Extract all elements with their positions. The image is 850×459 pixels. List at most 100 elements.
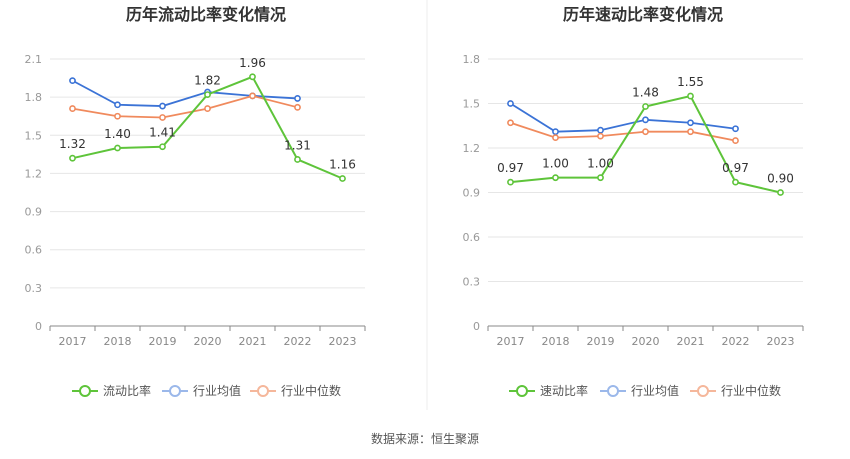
left-data-point bbox=[114, 101, 121, 109]
data-source-note: 数据来源：恒生聚源 bbox=[370, 432, 479, 446]
right-data-point bbox=[597, 132, 604, 140]
left-data-label: 1.32 bbox=[59, 137, 86, 151]
right-y-tick-label: 1.8 bbox=[463, 53, 481, 66]
right-chart-title: 历年速动比率变化情况 bbox=[563, 5, 723, 24]
right-y-tick-label: 0 bbox=[473, 320, 480, 333]
right-y-tick-label: 1.2 bbox=[463, 142, 481, 155]
left-data-label: 1.40 bbox=[104, 127, 131, 141]
right-data-point bbox=[687, 92, 694, 100]
left-y-tick-label: 1.8 bbox=[25, 91, 43, 104]
right-data-point bbox=[777, 189, 784, 196]
right-data-point bbox=[642, 116, 649, 124]
left-data-point bbox=[294, 103, 301, 111]
right-legend-label: 速动比率 bbox=[540, 383, 588, 398]
right-x-tick-label: 2022 bbox=[722, 335, 750, 348]
left-data-point bbox=[159, 102, 166, 110]
right-legend-marker bbox=[607, 385, 619, 397]
left-data-point bbox=[204, 91, 211, 98]
right-data-label: 1.55 bbox=[677, 75, 704, 89]
left-data-point bbox=[339, 175, 346, 182]
right-series-line-0 bbox=[510, 94, 781, 194]
left-x-tick-label: 2019 bbox=[149, 335, 177, 348]
left-legend-marker bbox=[169, 385, 181, 397]
right-data-point bbox=[732, 178, 739, 186]
left-y-tick-label: 2.1 bbox=[25, 53, 43, 66]
left-y-tick-label: 0.3 bbox=[25, 282, 43, 295]
left-data-label: 1.16 bbox=[329, 158, 356, 172]
right-data-point bbox=[732, 137, 739, 144]
right-data-point bbox=[687, 119, 694, 127]
right-x-tick-label: 2018 bbox=[542, 335, 570, 348]
right-data-point bbox=[507, 100, 514, 107]
left-x-tick-label: 2018 bbox=[104, 335, 132, 348]
right-data-point bbox=[552, 128, 559, 136]
left-x-tick-label: 2020 bbox=[194, 335, 222, 348]
left-y-tick-label: 1.5 bbox=[25, 129, 43, 142]
left-data-point bbox=[114, 144, 121, 152]
left-data-point bbox=[159, 114, 166, 121]
left-data-point bbox=[69, 154, 76, 162]
left-data-point bbox=[294, 156, 301, 163]
right-legend-label: 行业中位数 bbox=[721, 383, 781, 398]
right-data-point bbox=[642, 103, 649, 110]
right-data-point bbox=[507, 119, 514, 127]
left-y-tick-label: 0.6 bbox=[25, 244, 43, 257]
left-data-label: 1.31 bbox=[284, 138, 311, 152]
left-data-point bbox=[204, 105, 211, 112]
right-x-tick-label: 2023 bbox=[767, 335, 795, 348]
right-x-tick-label: 2020 bbox=[632, 335, 660, 348]
left-y-tick-label: 1.2 bbox=[25, 167, 43, 180]
right-data-label: 1.00 bbox=[542, 157, 569, 171]
left-data-point bbox=[249, 92, 256, 100]
right-data-label: 1.48 bbox=[632, 85, 659, 99]
left-series-line-1 bbox=[72, 79, 298, 107]
left-legend-label: 流动比率 bbox=[103, 383, 151, 398]
right-data-point bbox=[732, 125, 739, 133]
left-data-point bbox=[69, 105, 76, 112]
right-x-tick-label: 2021 bbox=[677, 335, 705, 348]
left-legend-marker bbox=[257, 385, 269, 397]
left-x-tick-label: 2017 bbox=[59, 335, 87, 348]
right-legend-marker bbox=[697, 385, 709, 397]
left-data-label: 1.96 bbox=[239, 56, 266, 70]
right-data-point bbox=[597, 174, 604, 182]
right-data-point bbox=[552, 134, 559, 142]
right-y-tick-label: 0.3 bbox=[463, 276, 481, 289]
right-data-point bbox=[507, 178, 514, 186]
left-data-point bbox=[69, 77, 76, 85]
right-legend-label: 行业均值 bbox=[631, 383, 679, 398]
right-chart: 历年速动比率变化情况 0 0.3 0.6 0.9 1.2 1.5 1.8 2017 2018 201… bbox=[463, 5, 804, 398]
left-data-point bbox=[159, 143, 166, 151]
left-series-line-2 bbox=[72, 94, 298, 119]
right-y-tick-label: 0.9 bbox=[463, 187, 481, 200]
right-x-tick-label: 2017 bbox=[497, 335, 525, 348]
right-y-tick-label: 0.6 bbox=[463, 231, 481, 244]
right-data-point bbox=[687, 128, 694, 136]
left-y-tick-label: 0 bbox=[35, 320, 42, 333]
left-data-point bbox=[294, 95, 301, 102]
left-legend-marker bbox=[79, 385, 91, 397]
left-x-tick-label: 2022 bbox=[284, 335, 312, 348]
right-data-label: 0.97 bbox=[722, 161, 749, 175]
right-data-point bbox=[642, 128, 649, 136]
left-legend-label: 行业均值 bbox=[193, 383, 241, 398]
right-series-line-2 bbox=[510, 121, 736, 142]
left-chart: 历年流动比率变化情况 0 0.3 0.6 0.9 1.2 1.5 1.8 2.1 2017 2018… bbox=[25, 5, 366, 398]
right-data-label: 0.97 bbox=[497, 161, 524, 175]
left-chart-title: 历年流动比率变化情况 bbox=[126, 5, 286, 24]
left-data-point bbox=[249, 73, 256, 81]
left-data-label: 1.41 bbox=[149, 126, 176, 140]
right-data-label: 1.00 bbox=[587, 157, 614, 171]
left-legend-label: 行业中位数 bbox=[281, 383, 341, 398]
left-data-point bbox=[114, 112, 121, 120]
left-x-tick-label: 2023 bbox=[329, 335, 357, 348]
right-legend-marker bbox=[516, 385, 528, 397]
left-data-label: 1.82 bbox=[194, 74, 221, 88]
left-x-tick-label: 2021 bbox=[239, 335, 267, 348]
right-x-tick-label: 2019 bbox=[587, 335, 615, 348]
right-data-point bbox=[597, 126, 604, 134]
right-data-point bbox=[552, 174, 559, 182]
right-y-tick-label: 1.5 bbox=[463, 98, 481, 111]
right-series-line-1 bbox=[510, 102, 736, 133]
